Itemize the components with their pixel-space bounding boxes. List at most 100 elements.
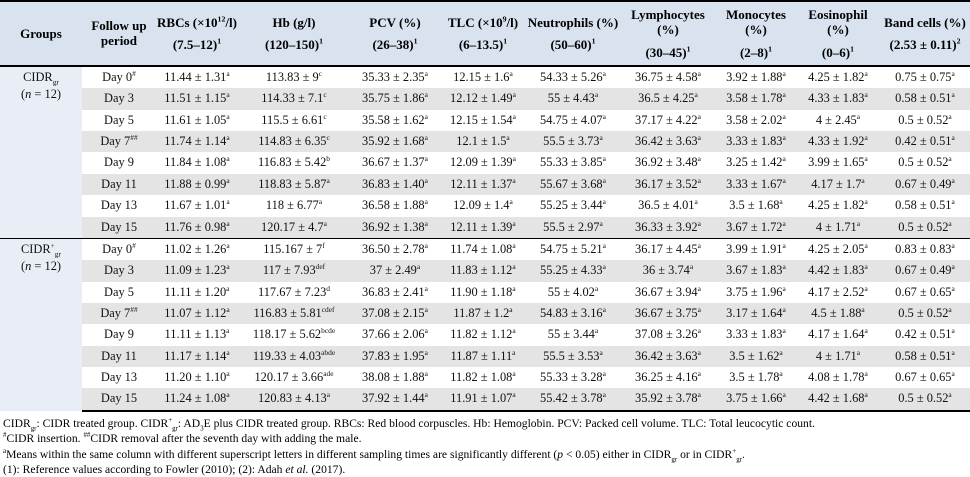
- data-cell: 0.58 ± 0.51a: [879, 88, 970, 110]
- table-row: Day 7## 11.74 ± 1.14a 114.83 ± 6.35c 35.92 …: [0, 131, 970, 153]
- data-cell: 114.83 ± 6.35c: [237, 131, 350, 153]
- column-header-lymphocytes: Lymphocytes (%) (30–45)1: [619, 0, 716, 67]
- data-cell: 11.84 ± 1.08a: [164, 154, 230, 170]
- data-cell: 3.58 ± 1.78a: [715, 88, 796, 110]
- data-cell: 36.25 ± 4.16a: [635, 368, 701, 385]
- group-label: CIDR+gr: [21, 240, 61, 259]
- data-cell: 4.42 ± 1.83a: [795, 260, 880, 282]
- column-header-pcv: PCV (%) (26–38)1: [349, 0, 440, 67]
- data-cell: 36.67 ± 3.75a: [619, 302, 716, 325]
- data-cell: 12.11 ± 1.37a: [439, 173, 526, 196]
- column-header-hb-g-l: Hb (g/l) (120–150)1: [237, 0, 350, 67]
- data-cell: 3.5 ± 1.78a: [729, 368, 783, 385]
- data-cell: 11.17 ± 1.14a: [155, 345, 238, 368]
- data-cell: 36.50 ± 2.78a: [349, 237, 440, 261]
- data-cell: 3.33 ± 1.67a: [715, 173, 796, 196]
- data-cell: 0.42 ± 0.51a: [879, 131, 970, 153]
- data-cell: 0.58 ± 0.51a: [879, 345, 970, 368]
- data-cell: 3.92 ± 1.88a: [726, 68, 786, 84]
- table-row: Day 7## 11.07 ± 1.12a 116.83 ± 5.81cdef 37.…: [0, 302, 970, 325]
- data-cell: 118 ± 6.77a: [265, 197, 323, 213]
- column-reference-range: (2–8)1: [739, 44, 773, 60]
- column-title: Monocytes (%): [726, 7, 786, 38]
- header-row: Groups Follow up period RBCs (×1012/l) (7.5…: [0, 0, 970, 67]
- data-cell: 118.17 ± 5.62bcde: [252, 326, 336, 342]
- data-cell: 4.25 ± 1.82a: [808, 197, 868, 213]
- data-cell: 118.83 ± 5.87a: [237, 173, 350, 196]
- data-cell: 11.11 ± 1.20a: [164, 283, 230, 299]
- column-reference-range: (50–60)1: [550, 36, 596, 52]
- group-n: (n = 12): [20, 259, 62, 274]
- group-label-cell: CIDR+gr (n = 12): [0, 237, 82, 411]
- data-cell: 35.75 ± 1.86a: [349, 88, 440, 110]
- group-cidr-body: CIDRgr (n = 12) Day 0# 11.44 ± 1.31a 113.83 …: [0, 65, 970, 239]
- table-row: Day 13 11.20 ± 1.10a 120.17 ± 3.66ade 38.08…: [0, 367, 970, 388]
- footnote-line: aMeans within the same column with diffe…: [3, 446, 745, 463]
- column-title: Hb (g/l): [272, 14, 316, 30]
- data-cell: 4.5 ± 1.88a: [795, 302, 880, 325]
- data-cell: 3.33 ± 1.83a: [726, 326, 786, 342]
- data-cell: 4.42 ± 1.68a: [795, 388, 880, 412]
- column-reference-range: (6–13.5)1: [458, 36, 508, 52]
- table-row: Day 11 11.88 ± 0.99a 118.83 ± 5.87a 36.83 ±…: [0, 173, 970, 196]
- day-cell: Day 13: [100, 370, 138, 385]
- day-cell: Day 3: [82, 88, 156, 110]
- data-cell: 4 ± 1.71a: [795, 216, 880, 239]
- data-cell: 119.33 ± 4.03abde: [237, 345, 350, 368]
- data-cell: 120.83 ± 4.13a: [237, 388, 350, 412]
- column-title: Eosinophil (%): [808, 7, 868, 38]
- data-cell: 3.99 ± 1.91a: [715, 237, 796, 261]
- day-cell: Day 9: [104, 155, 134, 170]
- day-cell: Day 15: [82, 216, 156, 239]
- data-cell: 11.67 ± 1.01a: [164, 197, 230, 213]
- data-cell: 11.07 ± 1.12a: [155, 302, 238, 325]
- table-header: Groups Follow up period RBCs (×1012/l) (7.5…: [0, 0, 970, 67]
- data-cell: 36.33 ± 3.92a: [619, 216, 716, 239]
- footnote-line: #CIDR insertion. ##CIDR removal after th…: [3, 431, 362, 446]
- column-header-follow-up-period: Follow up period: [82, 0, 156, 67]
- data-cell: 55 ± 4.02a: [547, 283, 599, 299]
- column-title: TLC (×109/l): [447, 14, 519, 30]
- data-cell: 38.08 ± 1.88a: [362, 368, 428, 385]
- group-n: (n = 12): [20, 87, 62, 102]
- group-label: CIDRgr: [23, 69, 59, 87]
- data-cell: 116.83 ± 5.81cdef: [237, 302, 350, 325]
- data-cell: 11.82 ± 1.08a: [450, 368, 516, 385]
- data-cell: 4.17 ± 1.7a: [795, 173, 880, 196]
- data-cell: 36.83 ± 1.40a: [349, 173, 440, 196]
- data-cell: 11.76 ± 0.98a: [155, 216, 238, 239]
- column-reference-range: (26–38)1: [372, 36, 418, 52]
- column-title: PCV (%): [369, 14, 421, 30]
- data-cell: 11.87 ± 1.11a: [439, 345, 526, 368]
- day-cell: Day 11: [82, 173, 156, 196]
- column-reference-range: (0–6)1: [821, 44, 854, 60]
- data-cell: 37.08 ± 3.26a: [635, 326, 701, 342]
- data-cell: 0.75 ± 0.75a: [895, 68, 955, 84]
- column-title: Follow up period: [91, 18, 147, 49]
- table-row: Day 13 11.67 ± 1.01a 118 ± 6.77a 36.58 ± 1.…: [0, 195, 970, 216]
- data-cell: 36 ± 3.74a: [619, 260, 716, 282]
- data-cell: 36.67 ± 1.37a: [362, 154, 428, 170]
- data-cell: 36.92 ± 1.38a: [349, 216, 440, 239]
- data-cell: 36.17 ± 3.52a: [619, 173, 716, 196]
- data-cell: 11.20 ± 1.10a: [164, 368, 230, 385]
- data-cell: 11.02 ± 1.26a: [155, 237, 238, 261]
- column-title: RBCs (×1012/l): [157, 14, 237, 30]
- data-cell: 0.5 ± 0.52a: [879, 216, 970, 239]
- data-cell: 55.33 ± 3.28a: [540, 368, 606, 385]
- data-cell: 0.83 ± 0.83a: [879, 237, 970, 261]
- day-cell: Day 5: [104, 112, 134, 127]
- data-cell: 55.5 ± 3.53a: [525, 345, 620, 368]
- data-cell: 11.74 ± 1.08a: [439, 237, 526, 261]
- data-cell: 0.67 ± 0.65a: [895, 368, 955, 385]
- data-cell: 35.92 ± 1.68a: [349, 131, 440, 153]
- data-cell: 55.67 ± 3.68a: [525, 173, 620, 196]
- column-reference-range: (2.53 ± 0.11)2: [889, 36, 961, 52]
- day-cell: Day 7##: [82, 302, 156, 325]
- data-cell: 54.83 ± 3.16a: [525, 302, 620, 325]
- day-cell: Day 7##: [82, 131, 156, 153]
- data-cell: 35.33 ± 2.35a: [362, 68, 428, 84]
- table-row: CIDR+gr (n = 12) Day 0# 11.02 ± 1.26a 115.16…: [0, 237, 970, 411]
- data-cell: 120.17 ± 3.66ade: [254, 368, 334, 385]
- data-cell: 36.58 ± 1.88a: [362, 197, 428, 213]
